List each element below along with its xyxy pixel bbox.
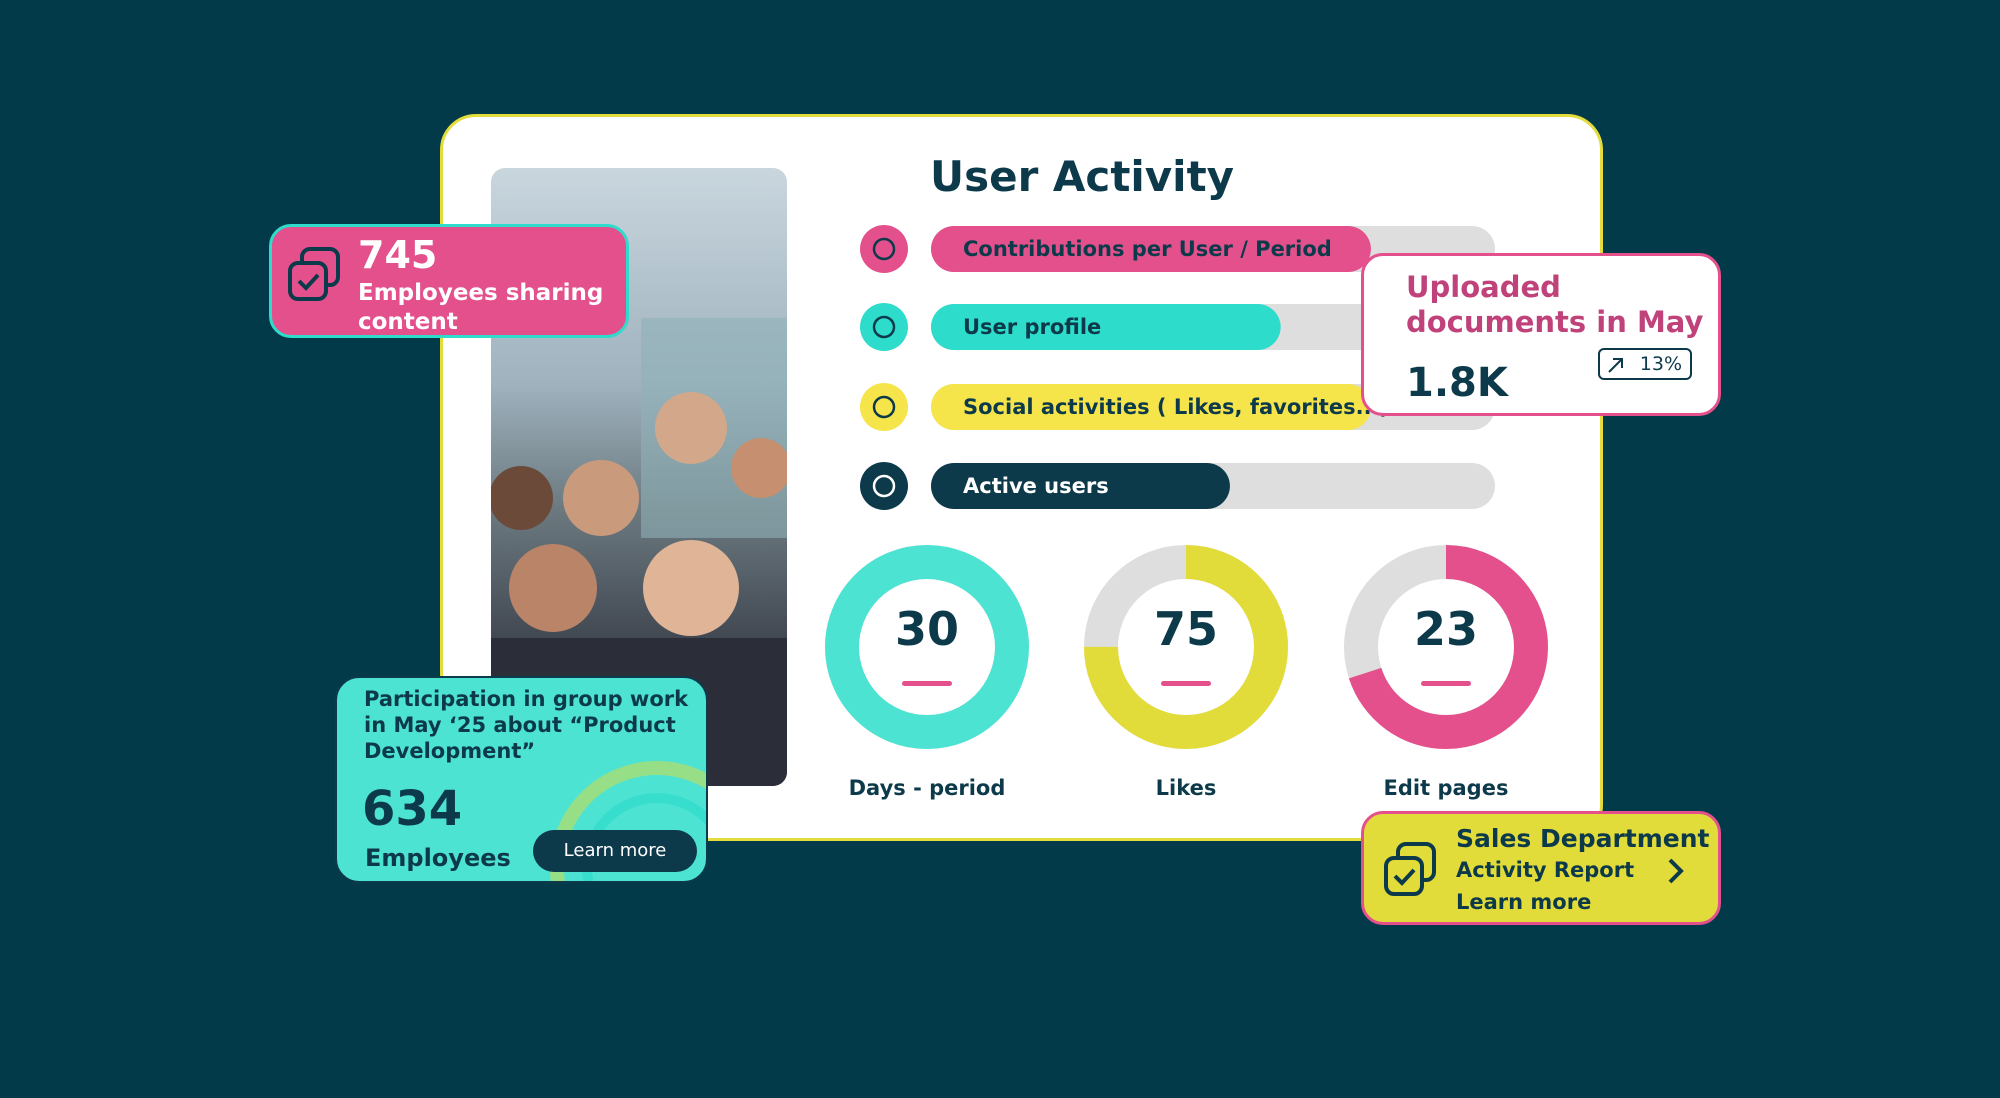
card-icon	[1384, 842, 1436, 896]
bar-fill	[931, 384, 1371, 430]
card-icon	[288, 247, 340, 301]
uploads-card: Uploaded documents in May 1.8K 13%	[1361, 253, 1721, 416]
learn-more-button[interactable]: Learn more	[533, 830, 697, 872]
bar-icon	[860, 383, 908, 431]
donut-dash	[1161, 681, 1211, 686]
chevron[interactable]	[1664, 856, 1688, 886]
change-text: 13%	[1639, 353, 1682, 375]
bar-label: Social activities ( Likes, favorites...)	[963, 395, 1389, 419]
bar-icon	[860, 462, 908, 510]
bar-fill	[931, 226, 1371, 272]
bar-icon-glyph	[872, 395, 896, 419]
participation-unit: Employees	[365, 844, 511, 872]
bar-icon-glyph	[872, 315, 896, 339]
bar-label: Contributions per User / Period	[963, 237, 1332, 261]
bar-icon-glyph	[872, 474, 896, 498]
uploads-title: Uploaded documents in May	[1406, 270, 1704, 339]
sharing-value: 745	[358, 233, 438, 277]
sales-subtitle: Activity Report	[1456, 858, 1635, 882]
donut-label: Edit pages	[1384, 776, 1509, 800]
donut-dash	[902, 681, 952, 686]
sales-link[interactable]: Learn more	[1456, 890, 1592, 914]
bar-icon	[860, 225, 908, 273]
bar-label: Active users	[963, 474, 1109, 498]
bar-fill	[931, 304, 1281, 350]
participation-card: Participation in group work in May ‘25 a…	[335, 676, 708, 883]
donut-value: 75	[1154, 602, 1218, 656]
uploads-value: 1.8K	[1406, 360, 1508, 406]
donut-value: 30	[895, 602, 959, 656]
donut-arc	[1084, 545, 1288, 749]
participation-value: 634	[362, 781, 463, 837]
donut-arc	[1344, 545, 1548, 749]
donut-arc	[825, 545, 1029, 749]
sales-title: Sales Department	[1456, 824, 1710, 853]
sharing-text: Employees sharing content	[358, 280, 604, 335]
bar-label: User profile	[963, 315, 1101, 339]
donut-dash	[1421, 681, 1471, 686]
bar-icon	[860, 303, 908, 351]
donut-value: 23	[1414, 602, 1478, 656]
sales-card[interactable]: Sales Department Activity Report Learn m…	[1361, 811, 1721, 925]
uploads-change: 13%	[1598, 348, 1692, 380]
participation-text: Participation in group work in May ‘25 a…	[364, 687, 689, 763]
panel-title: User Activity	[930, 152, 1235, 201]
donut-label: Days - period	[849, 776, 1006, 800]
arrow-icon	[1608, 358, 1623, 373]
bar-icon-glyph	[872, 237, 896, 261]
donut-label: Likes	[1156, 776, 1217, 800]
sharing-card: 745 Employees sharing content	[269, 224, 629, 338]
bar-fill	[931, 463, 1230, 509]
